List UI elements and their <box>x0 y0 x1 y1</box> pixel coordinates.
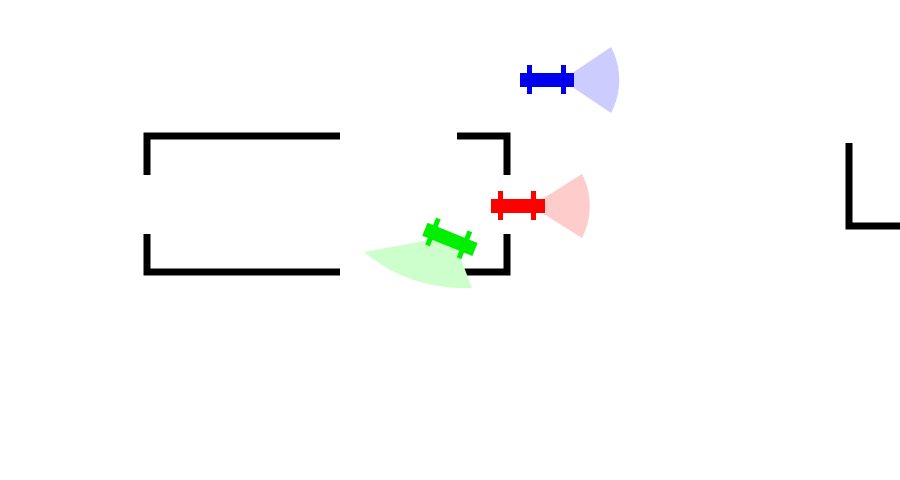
wall-bottom-right <box>457 234 511 276</box>
robot-car-icon <box>422 217 478 260</box>
wall-top-right <box>457 132 511 175</box>
sensor-cone-icon <box>531 174 590 238</box>
robot-car-icon <box>491 191 545 220</box>
walls <box>143 132 900 276</box>
robot-blue[interactable] <box>520 47 620 113</box>
wall-far-right <box>845 143 900 230</box>
robot-red[interactable] <box>491 174 590 238</box>
wall-top-left <box>143 132 340 175</box>
wall-bottom-left <box>143 234 340 276</box>
sensor-cone-icon <box>364 236 472 289</box>
sensor-cone-icon <box>562 47 620 113</box>
robot-car-icon <box>520 65 574 94</box>
robot-green[interactable] <box>364 215 481 289</box>
